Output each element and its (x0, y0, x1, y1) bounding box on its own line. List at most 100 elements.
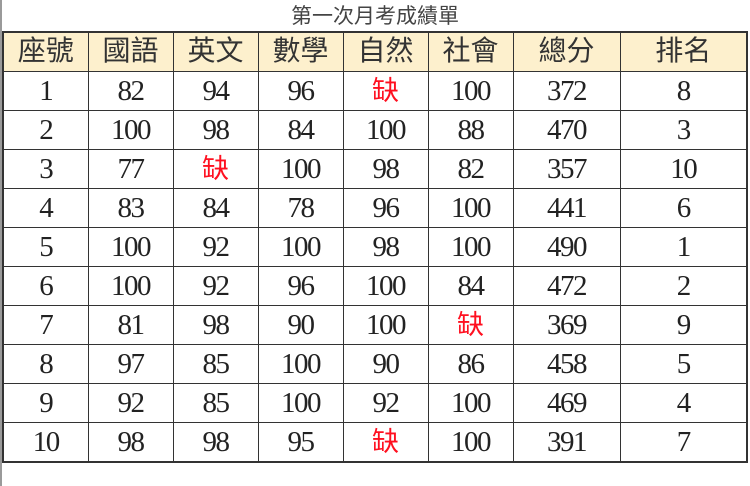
cell-rank[interactable]: 3 (619, 110, 748, 150)
cell-social-studies[interactable]: 82 (427, 149, 514, 189)
cell-seat-number[interactable]: 2 (2, 110, 89, 150)
table-row: 5 100 92 100 98 100 490 1 (2, 227, 748, 267)
cell-total[interactable]: 391 (512, 422, 621, 463)
cell-english[interactable]: 92 (172, 266, 259, 306)
header-row: 座號 國語 英文 數學 自然 社會 總分 排名 (2, 31, 748, 72)
cell-english[interactable]: 缺 (172, 149, 259, 189)
cell-english[interactable]: 92 (172, 227, 259, 267)
cell-seat-number[interactable]: 3 (2, 149, 89, 189)
header-math[interactable]: 數學 (257, 31, 344, 72)
cell-science[interactable]: 92 (342, 383, 429, 423)
table-row: 7 81 98 90 100 缺 369 9 (2, 305, 748, 345)
cell-science[interactable]: 98 (342, 149, 429, 189)
cell-social-studies[interactable]: 100 (427, 227, 514, 267)
cell-rank[interactable]: 1 (619, 227, 748, 267)
cell-total[interactable]: 441 (512, 188, 621, 228)
cell-science[interactable]: 100 (342, 305, 429, 345)
header-rank[interactable]: 排名 (619, 31, 748, 72)
cell-math[interactable]: 96 (257, 266, 344, 306)
cell-science[interactable]: 98 (342, 227, 429, 267)
cell-seat-number[interactable]: 6 (2, 266, 89, 306)
header-social-studies[interactable]: 社會 (427, 31, 514, 72)
cell-total[interactable]: 458 (512, 344, 621, 384)
cell-science[interactable]: 缺 (342, 71, 429, 111)
cell-english[interactable]: 98 (172, 422, 259, 463)
cell-chinese[interactable]: 100 (87, 227, 174, 267)
header-science[interactable]: 自然 (342, 31, 429, 72)
cell-science[interactable]: 90 (342, 344, 429, 384)
cell-english[interactable]: 98 (172, 305, 259, 345)
cell-rank[interactable]: 9 (619, 305, 748, 345)
cell-rank[interactable]: 5 (619, 344, 748, 384)
cell-math[interactable]: 90 (257, 305, 344, 345)
cell-rank[interactable]: 7 (619, 422, 748, 463)
cell-seat-number[interactable]: 9 (2, 383, 89, 423)
cell-social-studies[interactable]: 100 (427, 422, 514, 463)
cell-math[interactable]: 84 (257, 110, 344, 150)
cell-chinese[interactable]: 97 (87, 344, 174, 384)
table-row: 2 100 98 84 100 88 470 3 (2, 110, 748, 150)
cell-social-studies[interactable]: 100 (427, 71, 514, 111)
cell-science[interactable]: 96 (342, 188, 429, 228)
table-row: 1 82 94 96 缺 100 372 8 (2, 71, 748, 111)
cell-math[interactable]: 100 (257, 149, 344, 189)
window-edge (0, 0, 2, 486)
cell-rank[interactable]: 4 (619, 383, 748, 423)
header-total[interactable]: 總分 (512, 31, 621, 72)
cell-total[interactable]: 469 (512, 383, 621, 423)
cell-chinese[interactable]: 92 (87, 383, 174, 423)
cell-social-studies[interactable]: 100 (427, 188, 514, 228)
cell-seat-number[interactable]: 1 (2, 71, 89, 111)
cell-math[interactable]: 96 (257, 71, 344, 111)
cell-total[interactable]: 369 (512, 305, 621, 345)
cell-science[interactable]: 100 (342, 266, 429, 306)
cell-math[interactable]: 100 (257, 227, 344, 267)
cell-chinese[interactable]: 100 (87, 110, 174, 150)
cell-total[interactable]: 470 (512, 110, 621, 150)
table-row: 4 83 84 78 96 100 441 6 (2, 188, 748, 228)
sheet-title: 第一次月考成績單 (291, 4, 459, 28)
cell-total[interactable]: 490 (512, 227, 621, 267)
header-seat-number[interactable]: 座號 (2, 31, 89, 72)
cell-seat-number[interactable]: 5 (2, 227, 89, 267)
cell-seat-number[interactable]: 7 (2, 305, 89, 345)
cell-chinese[interactable]: 77 (87, 149, 174, 189)
table-row: 3 77 缺 100 98 82 357 10 (2, 149, 748, 189)
cell-total[interactable]: 357 (512, 149, 621, 189)
table-row: 8 97 85 100 90 86 458 5 (2, 344, 748, 384)
cell-english[interactable]: 85 (172, 383, 259, 423)
cell-total[interactable]: 372 (512, 71, 621, 111)
cell-social-studies[interactable]: 缺 (427, 305, 514, 345)
cell-social-studies[interactable]: 84 (427, 266, 514, 306)
cell-math[interactable]: 78 (257, 188, 344, 228)
cell-chinese[interactable]: 83 (87, 188, 174, 228)
cell-math[interactable]: 100 (257, 344, 344, 384)
cell-social-studies[interactable]: 88 (427, 110, 514, 150)
cell-rank[interactable]: 8 (619, 71, 748, 111)
header-chinese[interactable]: 國語 (87, 31, 174, 72)
cell-rank[interactable]: 6 (619, 188, 748, 228)
header-english[interactable]: 英文 (172, 31, 259, 72)
cell-math[interactable]: 95 (257, 422, 344, 463)
table-row: 9 92 85 100 92 100 469 4 (2, 383, 748, 423)
table-row: 6 100 92 96 100 84 472 2 (2, 266, 748, 306)
cell-english[interactable]: 84 (172, 188, 259, 228)
cell-seat-number[interactable]: 4 (2, 188, 89, 228)
cell-science[interactable]: 100 (342, 110, 429, 150)
cell-total[interactable]: 472 (512, 266, 621, 306)
cell-chinese[interactable]: 98 (87, 422, 174, 463)
cell-rank[interactable]: 10 (619, 149, 748, 189)
cell-chinese[interactable]: 82 (87, 71, 174, 111)
cell-english[interactable]: 94 (172, 71, 259, 111)
cell-rank[interactable]: 2 (619, 266, 748, 306)
cell-social-studies[interactable]: 100 (427, 383, 514, 423)
cell-english[interactable]: 98 (172, 110, 259, 150)
cell-seat-number[interactable]: 8 (2, 344, 89, 384)
cell-social-studies[interactable]: 86 (427, 344, 514, 384)
cell-math[interactable]: 100 (257, 383, 344, 423)
cell-seat-number[interactable]: 10 (2, 422, 89, 463)
cell-english[interactable]: 85 (172, 344, 259, 384)
cell-chinese[interactable]: 81 (87, 305, 174, 345)
cell-chinese[interactable]: 100 (87, 266, 174, 306)
cell-science[interactable]: 缺 (342, 422, 429, 463)
